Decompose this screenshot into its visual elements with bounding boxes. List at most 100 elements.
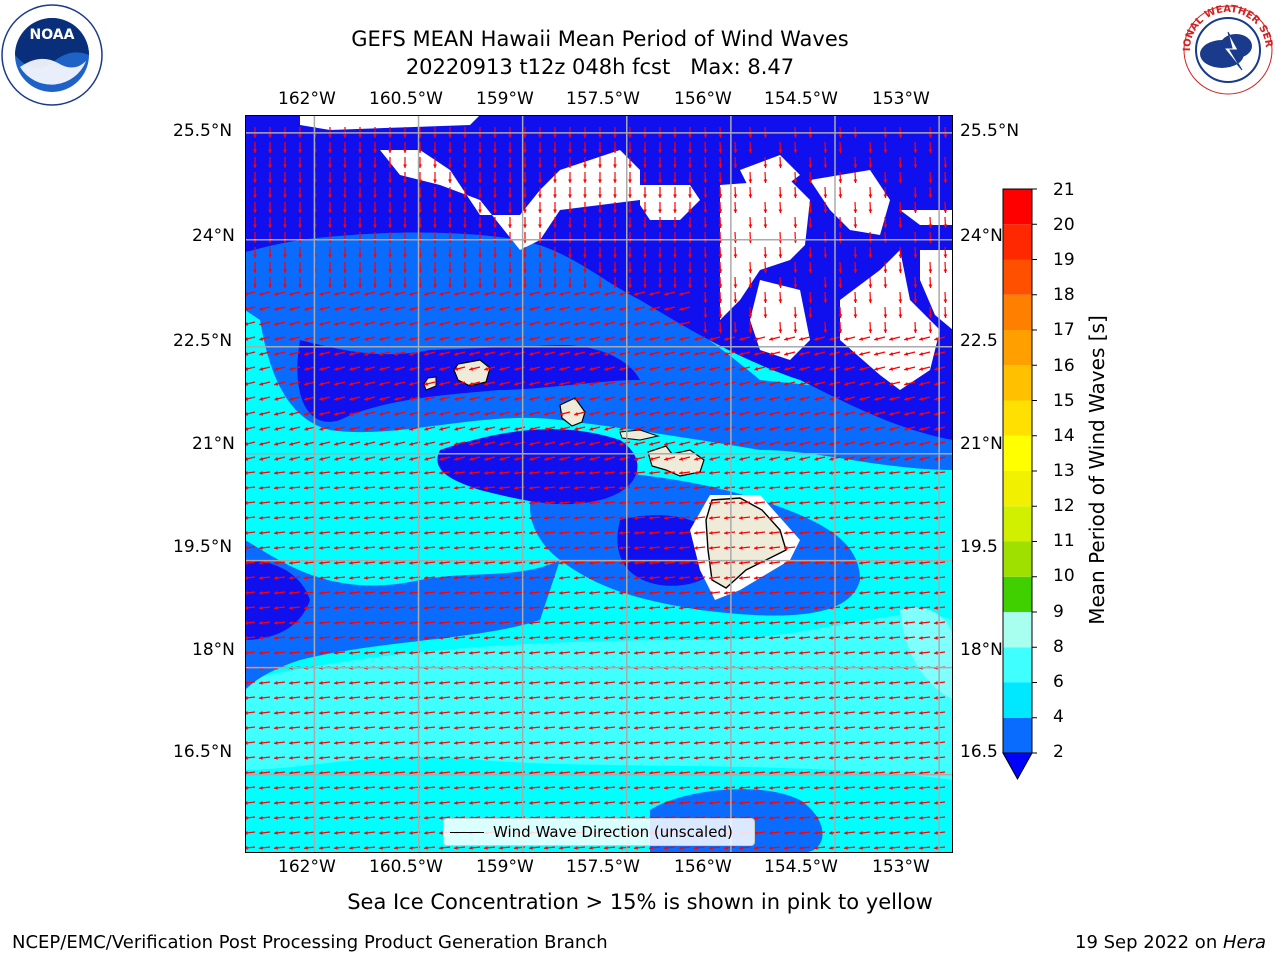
wind-wave-arrowhead (409, 397, 414, 401)
wind-wave-arrowhead (349, 560, 353, 565)
wind-wave-arrowhead (289, 650, 293, 655)
wind-wave-arrowhead (439, 457, 444, 461)
wind-wave-arrowhead (298, 284, 302, 288)
wind-wave-arrowhead (514, 337, 519, 341)
wind-wave-arrowhead (274, 367, 279, 371)
wind-wave-arrowhead (529, 457, 534, 461)
wind-wave-arrowhead (613, 224, 617, 228)
wind-wave-arrowhead (778, 194, 783, 198)
wind-wave-arrowhead (889, 815, 893, 820)
wind-wave-arrowhead (469, 442, 474, 446)
wind-wave-arrowhead (289, 815, 293, 820)
wind-wave-arrowhead (283, 194, 287, 198)
wind-wave-arrowhead (904, 530, 908, 535)
wind-wave-arrowhead (529, 755, 533, 760)
wind-wave-arrowhead (709, 397, 714, 401)
wind-wave-arrowhead (799, 650, 803, 655)
wind-wave-arrowhead (394, 292, 399, 296)
wind-wave-arrowhead (748, 314, 753, 318)
wind-wave-arrowhead (664, 590, 668, 595)
wind-wave-arrowhead (658, 284, 662, 288)
wind-wave-arrowhead (334, 515, 338, 520)
wind-wave-arrowhead (424, 830, 428, 835)
wind-wave-arrowhead (568, 149, 572, 153)
wind-wave-arrowhead (829, 427, 834, 431)
wind-wave-arrowhead (619, 575, 623, 580)
wind-wave-arrowhead (628, 134, 632, 138)
wind-wave-arrowhead (784, 382, 789, 386)
wind-wave-arrowhead (409, 307, 414, 311)
wind-wave-arrowhead (259, 605, 263, 610)
wind-wave-arrowhead (259, 785, 263, 790)
wind-wave-arrowhead (283, 254, 287, 258)
wind-wave-arrowhead (709, 725, 713, 730)
wind-wave-arrowhead (919, 382, 924, 386)
wind-wave-arrowhead (838, 194, 843, 198)
wind-wave-arrowhead (514, 800, 518, 805)
wind-wave-arrowhead (889, 590, 893, 595)
wind-wave-arrowhead (613, 284, 617, 288)
wind-wave-arrowhead (859, 412, 864, 416)
wind-wave-arrowhead (649, 605, 653, 610)
wind-wave-arrowhead (589, 412, 594, 416)
wind-wave-arrowhead (394, 800, 398, 805)
wind-wave-arrowhead (379, 427, 384, 431)
wind-wave-arrowhead (304, 367, 309, 371)
wind-wave-arrowhead (574, 337, 579, 341)
wind-wave-arrowhead (559, 470, 563, 475)
wind-wave-arrowhead (499, 695, 503, 700)
wind-wave-arrowhead (484, 292, 489, 296)
wind-wave-arrowhead (664, 292, 669, 296)
wind-wave-arrowhead (799, 352, 804, 356)
wind-wave-arrowhead (709, 605, 713, 610)
wind-wave-arrowhead (754, 650, 758, 655)
wind-wave-arrowhead (349, 740, 353, 745)
wind-wave-arrowhead (463, 209, 467, 213)
wind-wave-arrowhead (709, 470, 713, 475)
wind-wave-arrowhead (364, 307, 369, 311)
lat-label-left: 24°N (192, 226, 235, 246)
wind-wave-arrowhead (259, 367, 264, 371)
wind-wave-arrowhead (673, 284, 677, 288)
wind-wave-arrowhead (349, 382, 354, 386)
wind-wave-arrowhead (904, 397, 909, 401)
wind-wave-arrowhead (694, 575, 698, 580)
wind-wave-arrowhead (529, 800, 533, 805)
wind-wave-arrowhead (334, 830, 338, 835)
wind-wave-arrowhead (634, 695, 638, 700)
wind-wave-arrowhead (784, 457, 789, 461)
wind-wave-arrowhead (394, 412, 399, 416)
wind-wave-arrowhead (829, 352, 834, 356)
wind-wave-arrowhead (403, 284, 407, 288)
wind-wave-arrowhead (514, 485, 518, 490)
wind-wave-arrowhead (538, 254, 542, 258)
wind-wave-arrowhead (484, 845, 488, 850)
wind-wave-arrowhead (574, 740, 578, 745)
wind-wave-arrowhead (703, 164, 708, 168)
wind-wave-arrowhead (604, 337, 609, 341)
wind-wave-arrowhead (694, 725, 698, 730)
wind-wave-arrowhead (748, 134, 753, 138)
wind-wave-arrowhead (574, 845, 578, 850)
wind-wave-arrowhead (469, 560, 473, 565)
wind-wave-arrowhead (304, 815, 308, 820)
wind-wave-arrowhead (439, 710, 443, 715)
wind-wave-arrowhead (649, 427, 654, 431)
wind-wave-arrowhead (304, 352, 309, 356)
wind-wave-arrowhead (619, 680, 623, 685)
wind-wave-arrowhead (784, 695, 788, 700)
wind-wave-arrowhead (334, 322, 339, 326)
wind-wave-arrowhead (559, 740, 563, 745)
wind-wave-arrowhead (298, 149, 302, 153)
wind-wave-arrowhead (259, 575, 263, 580)
wind-wave-arrowhead (319, 710, 323, 715)
wind-wave-arrowhead (334, 800, 338, 805)
wind-wave-arrowhead (484, 337, 489, 341)
wind-wave-arrowhead (874, 710, 878, 715)
wind-wave-arrowhead (574, 470, 578, 475)
wind-wave-arrowhead (553, 269, 557, 273)
wind-wave-arrowhead (574, 500, 578, 505)
wind-wave-arrowhead (349, 845, 353, 850)
wind-wave-arrowhead (763, 209, 768, 213)
wind-wave-arrowhead (748, 269, 753, 273)
